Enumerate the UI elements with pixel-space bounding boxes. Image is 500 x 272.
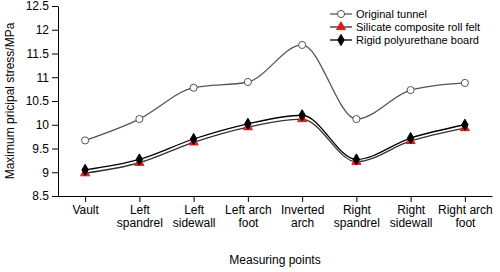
y-tick-label: 10 — [36, 118, 50, 132]
legend-label: Silicate composite roll felt — [356, 21, 480, 33]
y-tick-mark — [52, 54, 58, 55]
y-tick: 12.5 — [26, 0, 58, 13]
plot-area: 8.5 9 9.5 10 10.5 11 11.5 12 12.5 Vault Leftspandr… — [26, 0, 493, 230]
x-tick: Right archfoot — [438, 196, 493, 230]
series-marker — [136, 115, 143, 122]
x-tick-label: Invertedarch — [281, 203, 324, 231]
x-tick-mark — [139, 196, 140, 202]
x-axis-title: Measuring points — [229, 253, 320, 267]
y-axis: 8.5 9 9.5 10 10.5 11 11.5 12 12.5 — [26, 0, 59, 203]
x-tick-label: Rightsidewall — [390, 203, 433, 231]
x-tick-label: Rightspandrel — [334, 203, 380, 231]
series-marker — [407, 132, 413, 143]
legend-marker — [336, 22, 345, 30]
y-tick: 12 — [36, 23, 58, 37]
series-marker — [245, 118, 251, 129]
x-tick-mark — [302, 196, 303, 202]
x-tick-mark — [465, 196, 466, 202]
legend-entry: Rigid polyurethane board — [330, 34, 479, 46]
x-tick: Rightsidewall — [390, 196, 433, 230]
x-tick: Rightspandrel — [334, 196, 380, 230]
legend: Original tunnelSilicate composite roll f… — [330, 8, 480, 46]
x-tick-label: Vault — [72, 203, 99, 217]
series-marker — [299, 41, 306, 48]
legend-marker — [338, 34, 344, 45]
y-tick-mark — [52, 196, 58, 197]
series-marker — [244, 78, 251, 85]
x-tick-label: Left archfoot — [225, 203, 272, 231]
x-tick-mark — [248, 196, 249, 202]
x-axis-line — [59, 196, 493, 197]
y-tick-mark — [52, 149, 58, 150]
y-tick: 9.5 — [32, 142, 58, 156]
y-tick-label: 12.5 — [26, 0, 50, 13]
y-tick-mark — [52, 30, 58, 31]
y-tick: 10 — [36, 118, 58, 132]
chart: 8.5 9 9.5 10 10.5 11 11.5 12 12.5 Vault Leftspandr… — [0, 0, 500, 272]
y-tick-mark — [52, 172, 58, 173]
y-tick: 10.5 — [26, 94, 58, 108]
series-marker — [407, 87, 414, 94]
y-tick: 9 — [42, 166, 58, 180]
series-marker — [82, 164, 88, 175]
series-line — [85, 119, 465, 173]
series-marker — [299, 110, 305, 121]
y-tick-label: 10.5 — [26, 94, 50, 108]
series-marker — [353, 154, 359, 165]
x-tick-label: Leftspandrel — [117, 203, 163, 231]
y-tick-label: 9 — [42, 166, 49, 180]
x-tick: Vault — [72, 196, 99, 217]
series-line — [85, 45, 465, 140]
x-tick: Left archfoot — [225, 196, 272, 230]
x-tick-mark — [356, 196, 357, 202]
y-axis-title: Maximum pricipal stress/MPa — [3, 22, 17, 179]
y-tick-label: 9.5 — [32, 142, 49, 156]
legend-label: Original tunnel — [356, 8, 427, 20]
y-tick-label: 8.5 — [32, 189, 49, 203]
series-marker — [136, 154, 142, 165]
x-tick-label: Right archfoot — [438, 203, 493, 231]
legend-label: Rigid polyurethane board — [356, 34, 479, 46]
y-tick: 11.5 — [27, 47, 58, 61]
y-tick-mark — [52, 125, 58, 126]
series-line — [85, 115, 465, 170]
x-tick-mark — [85, 196, 86, 202]
x-tick-mark — [194, 196, 195, 202]
x-tick: Leftsidewall — [173, 196, 216, 230]
series-marker — [353, 115, 360, 122]
y-tick-label: 12 — [36, 23, 50, 37]
series-marker — [190, 84, 197, 91]
legend-entry: Original tunnel — [330, 8, 427, 20]
x-tick: Invertedarch — [281, 196, 324, 230]
x-tick-mark — [411, 196, 412, 202]
y-tick-mark — [52, 77, 58, 78]
y-tick: 8.5 — [32, 189, 58, 203]
legend-marker — [337, 10, 344, 17]
series-marker — [82, 137, 89, 144]
series-group — [81, 41, 470, 175]
y-axis-line — [58, 7, 59, 197]
y-tick-label: 11 — [37, 71, 50, 85]
series-marker — [461, 79, 468, 86]
x-axis: Vault Leftspandrel Leftsidewall Left archfo… — [59, 196, 493, 230]
legend-entry: Silicate composite roll felt — [330, 21, 480, 33]
series-marker — [190, 133, 196, 144]
x-tick-label: Leftsidewall — [173, 203, 216, 231]
y-tick: 11 — [37, 71, 58, 85]
y-tick-mark — [52, 101, 58, 102]
series-marker — [462, 119, 468, 130]
x-tick: Leftspandrel — [117, 196, 163, 230]
y-tick-label: 11.5 — [27, 47, 50, 61]
y-tick-mark — [52, 6, 58, 7]
